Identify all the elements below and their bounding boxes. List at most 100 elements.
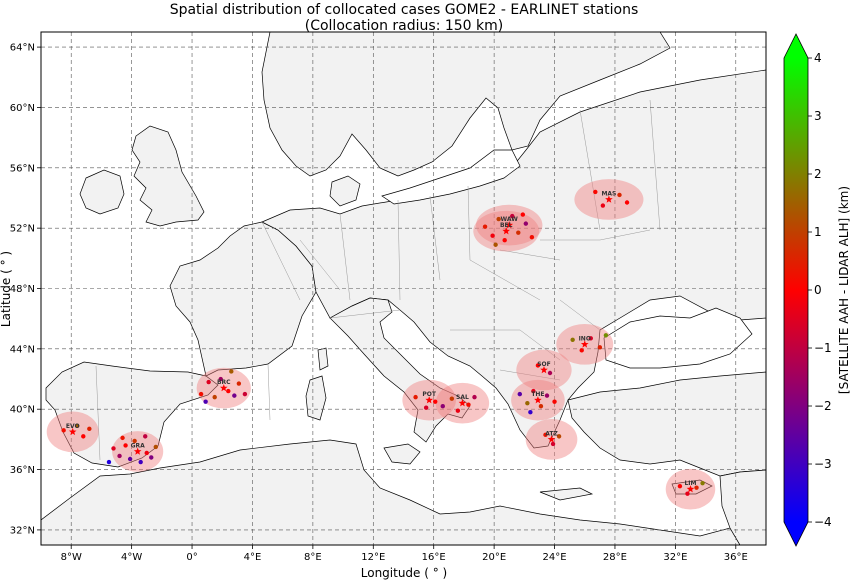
colorbar-tick-label: −4 <box>814 515 832 529</box>
case-point <box>120 435 125 441</box>
colorbar-tick-label: 4 <box>814 51 822 65</box>
station-label-evo: EVO <box>66 423 80 430</box>
land-corsica <box>317 347 329 371</box>
y-tick-label: 40°N <box>10 405 35 416</box>
colorbar-tick-label: −2 <box>814 399 832 413</box>
case-point <box>149 455 154 460</box>
case-point <box>144 450 149 456</box>
y-tick-label: 64°N <box>10 43 35 54</box>
case-point <box>455 408 461 413</box>
case-point <box>466 402 471 407</box>
case-point <box>493 242 498 247</box>
colorbar-tick-label: 3 <box>814 109 822 123</box>
case-point <box>600 203 606 208</box>
case-point <box>593 189 598 195</box>
case-point <box>517 391 523 397</box>
station-label-the: THE <box>531 391 544 398</box>
y-axis-ticks: 32°N 36°N 40°N 44°N 48°N 52°N 56°N 60°N 64°N <box>10 43 41 536</box>
x-tick-label: 20°E <box>482 552 506 563</box>
x-tick-label: 24°E <box>543 552 567 563</box>
x-tick-label: 16°E <box>422 552 446 563</box>
case-point <box>242 391 248 397</box>
station-marker-ino <box>580 340 589 348</box>
case-point <box>502 238 507 243</box>
land-scandinavia <box>261 32 671 177</box>
case-point <box>588 336 593 341</box>
case-point <box>525 400 530 406</box>
colorbar-tick-label: 0 <box>814 283 822 297</box>
x-tick-label: 8°E <box>304 552 322 563</box>
colorbar-tick-label: 1 <box>814 225 822 239</box>
station-label-waw: WAW <box>501 216 519 223</box>
y-tick-label: 60°N <box>10 103 35 114</box>
x-tick-label: 4°W <box>121 552 142 563</box>
case-point <box>423 405 429 410</box>
station-marker-pot <box>425 396 433 404</box>
station-marker-sof <box>540 366 548 374</box>
chart-subtitle: (Collocation radius: 150 km) <box>305 18 504 34</box>
collocated-cases <box>61 189 705 496</box>
case-point <box>75 423 80 429</box>
case-point <box>603 333 609 338</box>
case-point <box>218 376 223 382</box>
case-point <box>138 459 143 465</box>
station-label-gra: GRA <box>131 442 146 449</box>
station-marker-atz <box>547 435 556 443</box>
station-marker-waw <box>505 221 513 229</box>
x-tick-label: 0° <box>186 552 197 563</box>
chart-title: Spatial distribution of collocated cases… <box>170 2 639 18</box>
station-marker-bel <box>502 227 510 235</box>
x-tick-label: 8°W <box>61 552 82 563</box>
x-tick-label: 4°E <box>244 552 262 563</box>
case-point <box>544 393 550 398</box>
case-point <box>229 369 234 374</box>
case-point <box>579 348 584 353</box>
land-layer <box>41 32 766 545</box>
station-marker-evo <box>68 427 77 436</box>
colorbar-extend-max <box>784 34 808 58</box>
y-tick-label: 56°N <box>10 163 35 174</box>
station-label-brc: BRC <box>217 379 231 386</box>
y-tick-label: 32°N <box>10 525 35 536</box>
case-point <box>123 443 128 448</box>
case-point <box>520 212 526 217</box>
station-marker-lim <box>686 485 695 493</box>
case-point <box>127 456 133 462</box>
station-label-sof: SOF <box>537 361 551 368</box>
case-point <box>528 410 533 415</box>
colorbar: 4 3 2 1 0 −1 −2 −3 −4 [SATELLITE AAH - LIDAR ALH… <box>783 33 850 547</box>
case-point <box>203 399 208 404</box>
case-point <box>132 438 137 444</box>
case-point <box>529 235 535 240</box>
land-great-britain <box>131 125 205 227</box>
case-point <box>153 444 158 450</box>
case-point <box>700 480 705 486</box>
case-point <box>198 391 204 397</box>
colorbar-tick-label: −3 <box>814 457 832 471</box>
case-point <box>496 216 501 222</box>
case-point <box>552 399 557 404</box>
case-point <box>482 224 488 229</box>
case-point <box>87 426 92 432</box>
colorbar-tick-label: −1 <box>814 341 832 355</box>
black-sea <box>603 307 753 369</box>
case-point <box>472 394 477 400</box>
land-levant <box>719 469 766 545</box>
y-tick-label: 48°N <box>10 284 35 295</box>
case-point <box>538 403 544 409</box>
y-axis-label: Latitude ( ° ) <box>0 251 13 327</box>
station-label-ino: INO <box>579 335 591 342</box>
case-point <box>617 192 622 198</box>
case-point <box>143 434 148 439</box>
case-point <box>685 491 690 496</box>
case-point <box>516 230 521 235</box>
case-point <box>490 233 495 238</box>
case-point <box>236 381 242 386</box>
land-ireland <box>79 169 125 215</box>
land-iberia <box>45 361 219 468</box>
case-point <box>624 200 630 205</box>
station-label-lim: LIM <box>684 480 696 487</box>
station-marker-the <box>534 396 542 404</box>
